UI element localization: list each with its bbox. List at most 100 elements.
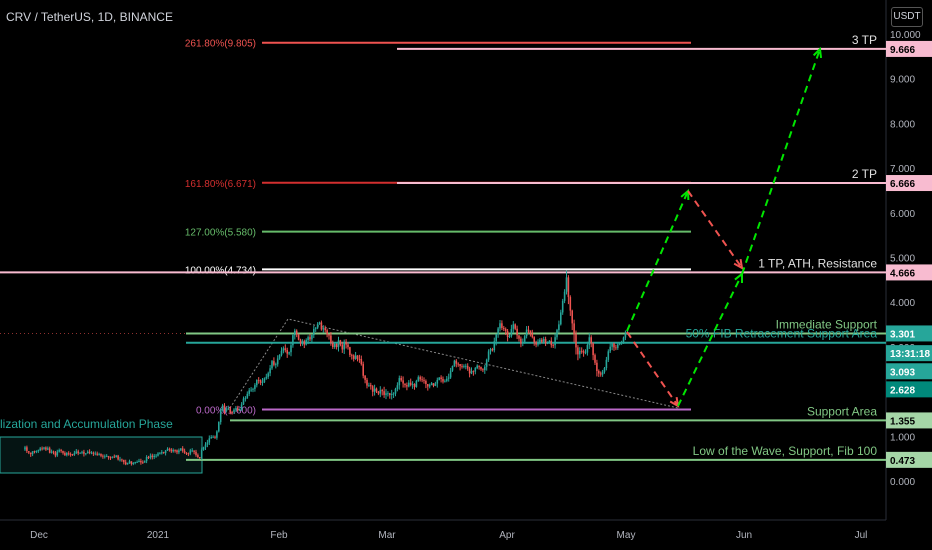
candle-body <box>482 369 484 371</box>
candle-body <box>575 334 577 348</box>
candle-body <box>26 447 28 452</box>
candle-body <box>381 390 383 392</box>
candle-body <box>516 328 518 336</box>
candle-body <box>153 455 155 457</box>
candle-body <box>98 453 100 455</box>
candle-body <box>533 337 535 343</box>
candle-body <box>542 338 545 342</box>
candle-body <box>210 437 212 439</box>
candle-body <box>371 386 374 392</box>
candle-body <box>480 366 482 370</box>
candle-body <box>252 388 254 390</box>
candle-body <box>322 328 325 330</box>
candle-body <box>358 358 361 360</box>
candle-body <box>415 381 418 387</box>
candle-body <box>233 409 235 413</box>
candle-body <box>181 448 184 451</box>
candle-body <box>417 377 420 382</box>
candle-body <box>444 380 446 382</box>
candle-body <box>24 447 26 450</box>
candle-body <box>159 453 161 455</box>
candle-body <box>392 393 395 395</box>
candle-body <box>301 341 304 343</box>
candle-body <box>588 337 591 345</box>
candle-body <box>237 408 239 411</box>
candle-body <box>601 371 604 375</box>
candle-body <box>56 451 59 456</box>
projection-arrow-down-2 <box>626 331 679 407</box>
candle-body <box>71 454 74 456</box>
candle-body <box>617 344 619 348</box>
candle-body <box>104 456 106 458</box>
candle-body <box>117 455 119 460</box>
candle-body <box>377 391 380 394</box>
candle-body <box>145 457 148 462</box>
candle-body <box>470 371 473 374</box>
candle-body <box>126 463 129 465</box>
y-tick-label: 0.000 <box>890 477 915 488</box>
candle-body <box>64 452 66 456</box>
candle-body <box>107 455 110 458</box>
candle-body <box>495 334 497 342</box>
candle-body <box>111 456 114 458</box>
x-tick-label: Apr <box>499 530 515 541</box>
candle-body <box>294 330 296 336</box>
candle-body <box>31 451 34 455</box>
candle-body <box>282 348 285 351</box>
candle-body <box>28 451 30 453</box>
candle-body <box>242 398 245 405</box>
y-tick-label: 4.000 <box>890 298 915 309</box>
candle-body <box>332 342 334 347</box>
candle-body <box>223 405 226 412</box>
y-tick-label: 5.000 <box>890 254 915 265</box>
candle-body <box>615 347 617 349</box>
candle-body <box>506 331 509 338</box>
candle-body <box>271 361 273 369</box>
candle-body <box>561 300 564 313</box>
currency-badge[interactable]: USDT <box>891 7 923 27</box>
price-badge-label: 3.301 <box>890 329 915 340</box>
candle-body <box>446 378 448 381</box>
price-badge-label: 4.666 <box>890 268 915 279</box>
candle-body <box>286 349 288 354</box>
candle-body <box>558 324 560 331</box>
level-label: 3 TP <box>852 33 877 47</box>
candle-body <box>280 350 283 356</box>
candle-body <box>123 459 125 463</box>
candle-body <box>594 355 596 363</box>
x-tick-label: 2021 <box>147 530 170 541</box>
candle-body <box>193 450 195 452</box>
candle-body <box>354 355 357 359</box>
level-label: 2 TP <box>852 167 877 181</box>
candle-body <box>43 447 45 449</box>
candle-body <box>136 462 138 463</box>
candle-body <box>157 453 159 456</box>
arrow-head <box>812 46 823 59</box>
candle-body <box>427 384 429 387</box>
price-badge-label: 3.093 <box>890 367 915 378</box>
candle-body <box>548 340 551 343</box>
candle-body <box>113 456 116 458</box>
projection-arrow-down-1 <box>687 190 743 269</box>
candle-body <box>571 310 573 324</box>
candle-body <box>347 344 349 348</box>
candle-body <box>62 451 64 453</box>
candle-body <box>221 405 224 410</box>
candle-body <box>69 454 72 456</box>
candle-body <box>343 341 345 350</box>
candle-body <box>174 450 176 451</box>
candle-body <box>263 378 266 383</box>
candle-body <box>525 329 528 337</box>
candle-body <box>468 368 471 374</box>
y-tick-label: 8.000 <box>890 119 915 130</box>
candle-body <box>531 333 534 338</box>
candle-body <box>349 347 351 355</box>
candle-body <box>335 344 338 348</box>
candle-body <box>85 453 87 455</box>
candle-body <box>147 457 150 458</box>
candle-body <box>200 449 203 458</box>
candle-body <box>398 378 401 386</box>
candle-body <box>79 452 81 454</box>
candle-body <box>297 334 300 340</box>
